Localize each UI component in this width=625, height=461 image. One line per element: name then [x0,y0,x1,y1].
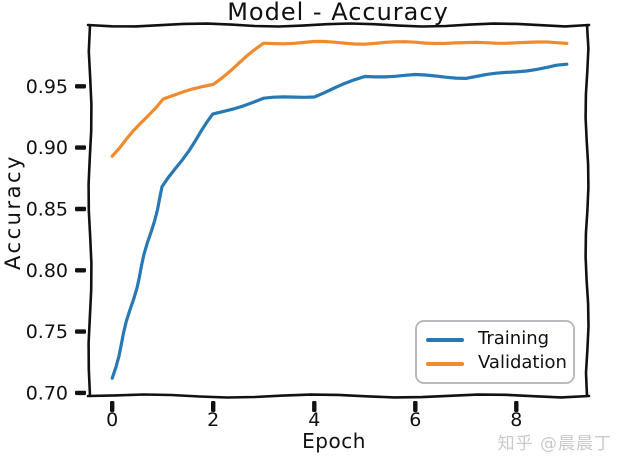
y-axis-label: Accuracy [1,154,25,270]
legend-label-validation: Validation [478,352,567,373]
x-tick-label: 0 [106,409,118,431]
legend-label-training: Training [478,328,550,349]
y-tick-mark [75,206,86,212]
x-tick-label: 8 [510,409,522,431]
x-tick-label: 2 [207,409,219,431]
axis-spine [87,23,93,398]
y-tick-mark [75,145,86,150]
y-tick-label: 0.70 [26,382,68,404]
legend-item-validation: Validation [426,352,567,374]
y-tick-mark [75,329,86,334]
x-tick-label: 6 [409,409,421,431]
validation-line-swatch [426,362,464,366]
x-axis-label: Epoch [302,429,366,453]
x-tick-label: 4 [308,409,320,431]
y-tick-label: 0.90 [26,137,68,159]
x-tick-mark [312,401,317,412]
x-tick-mark [514,401,519,412]
chart-title: Model - Accuracy [227,0,449,26]
x-tick-mark [211,401,216,412]
axis-spine [86,22,591,28]
chart-generated-layer: 0.70 0.75 0.80 0.85 0.90 0.95 0 2 4 6 8 [26,22,591,431]
watermark: 知乎 @晨晨丁 [497,434,612,454]
y-tick-mark [75,390,86,396]
y-tick-mark [75,84,86,89]
chart-legend: Training Validation [415,320,575,384]
y-tick-label: 0.75 [26,321,68,343]
legend-item-training: Training [426,330,565,350]
x-tick-mark [110,401,115,412]
training-line-swatch [426,338,464,342]
y-tick-label: 0.80 [26,260,68,282]
axis-spine [86,393,591,399]
y-tick-label: 0.85 [26,199,68,221]
training-series-line [110,62,569,380]
axis-spine [584,23,590,398]
x-tick-mark [413,401,418,412]
validation-series-line [110,39,569,158]
y-tick-label: 0.95 [26,76,68,98]
y-tick-mark [75,268,86,273]
